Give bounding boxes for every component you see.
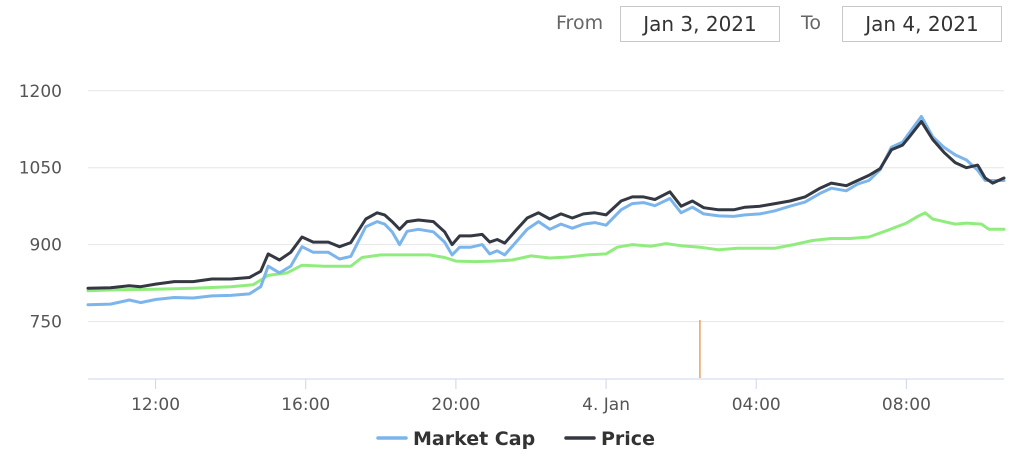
legend-label: Market Cap <box>413 428 535 450</box>
from-label: From <box>556 12 604 34</box>
series-lines <box>86 114 1006 307</box>
series-line-price <box>86 120 1006 290</box>
to-label: To <box>801 12 822 34</box>
y-tick-label-900: 900 <box>30 236 62 256</box>
x-tick-label: 08:00 <box>882 395 931 415</box>
x-tick-label: 04:00 <box>732 395 781 415</box>
legend: Market Cap Price <box>376 428 655 450</box>
x-tick-label: 12:00 <box>131 395 180 415</box>
x-tick-label: 16:00 <box>281 395 330 415</box>
series-line-market-cap <box>86 114 1006 307</box>
x-tick-label: 4. Jan <box>582 395 630 415</box>
legend-item-price: Price <box>564 428 655 450</box>
from-date-input[interactable]: Jan 3, 2021 <box>620 6 780 42</box>
to-date-input[interactable]: Jan 4, 2021 <box>842 6 1002 42</box>
series-line-unlabeled <box>86 211 1006 293</box>
y-tick-label-1050: 1050 <box>19 159 62 179</box>
legend-label: Price <box>601 428 655 450</box>
x-tick-label: 20:00 <box>431 395 480 415</box>
y-tick-label-1200: 1200 <box>19 82 62 102</box>
legend-item-market-cap: Market Cap <box>376 428 535 450</box>
x-axis: 12:00 16:00 20:00 4. Jan 04:00 08:00 <box>88 378 1004 415</box>
y-tick-label-750: 750 <box>30 313 62 333</box>
y-axis: 750 900 1050 1200 <box>19 82 62 333</box>
grid-lines <box>88 90 1004 323</box>
